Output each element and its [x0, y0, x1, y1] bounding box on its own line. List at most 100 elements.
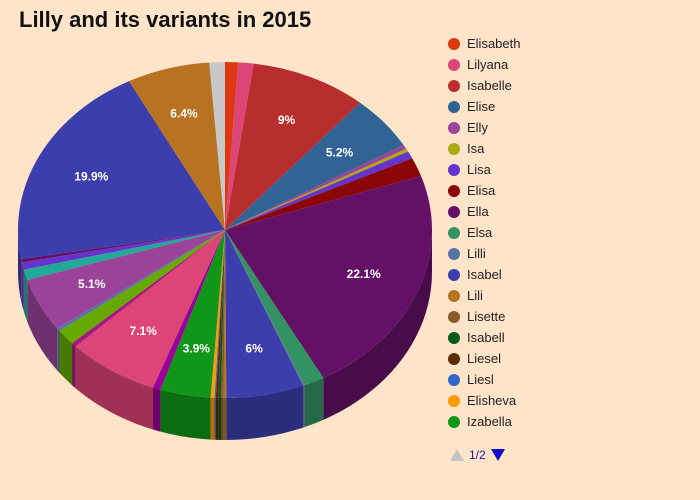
legend-swatch	[448, 142, 460, 155]
slice-other-19[interactable]	[152, 230, 225, 390]
legend-item-elise[interactable]: Elise	[448, 96, 688, 117]
slice-other-27[interactable]	[21, 230, 225, 263]
slice-label-other-28: 19.9%	[74, 170, 108, 184]
slice-lisa[interactable]	[225, 151, 413, 230]
legend-label: Liesel	[467, 351, 501, 366]
legend-item-elly[interactable]: Elly	[448, 117, 688, 138]
legend-label: Isabell	[467, 330, 505, 345]
legend-swatch	[448, 79, 460, 92]
slice-side-other-22	[59, 330, 73, 386]
slice-label-other-20: 7.1%	[130, 324, 158, 338]
legend-item-isabell[interactable]: Isabell	[448, 327, 688, 348]
slice-side-isabell	[218, 397, 222, 440]
legend-item-lilyana[interactable]: Lilyana	[448, 54, 688, 75]
slice-elisabeth[interactable]	[225, 62, 239, 230]
legend-swatch	[448, 58, 460, 71]
slice-label-elise: 5.2%	[326, 146, 354, 160]
slice-other-25[interactable]	[23, 230, 226, 280]
legend-pager: 1/2	[450, 448, 505, 462]
legend-swatch	[448, 205, 460, 218]
slice-other-26[interactable]	[21, 230, 226, 270]
slice-side-liesel	[215, 397, 219, 440]
legend-label: Lilli	[467, 246, 486, 261]
legend-item-elsa[interactable]: Elsa	[448, 222, 688, 243]
slice-other-24[interactable]	[27, 230, 226, 329]
pie-labels: 9% 5.2% 22.1% 6% 3.9% 7.1% 5.1% 19.9% 6.4%	[74, 107, 381, 356]
legend-item-elisheva[interactable]: Elisheva	[448, 390, 688, 411]
legend-item-lisette[interactable]: Lisette	[448, 306, 688, 327]
slice-label-other-29: 6.4%	[170, 107, 198, 121]
slice-lili[interactable]	[223, 230, 227, 399]
slice-other-21[interactable]	[72, 230, 225, 347]
slice-side-elisheva	[210, 397, 215, 440]
slice-label-other-24: 5.1%	[78, 277, 106, 291]
slice-other-30[interactable]	[209, 62, 225, 230]
legend-swatch	[448, 226, 460, 239]
legend-label: Liesl	[467, 372, 494, 387]
slice-elsa[interactable]	[225, 230, 324, 386]
slice-liesl[interactable]	[214, 230, 225, 398]
slice-elly[interactable]	[225, 145, 407, 230]
slice-isa[interactable]	[225, 148, 409, 230]
legend-swatch	[448, 415, 460, 428]
slice-elisheva[interactable]	[210, 230, 225, 398]
legend-swatch	[448, 37, 460, 50]
legend-item-izabella[interactable]: Izabella	[448, 411, 688, 432]
legend-item-lisa[interactable]: Lisa	[448, 159, 688, 180]
slice-side-lilli	[303, 385, 305, 428]
slice-isabel[interactable]	[225, 230, 304, 398]
legend-item-elisabeth[interactable]: Elisabeth	[448, 33, 688, 54]
legend-item-lilli[interactable]: Lilli	[448, 243, 688, 264]
legend-item-isa[interactable]: Isa	[448, 138, 688, 159]
legend-swatch	[448, 163, 460, 176]
slice-lisette[interactable]	[221, 230, 225, 398]
slice-lilyana[interactable]	[225, 62, 254, 231]
slice-side-elsa	[304, 377, 324, 428]
slice-side-liesl	[214, 397, 216, 440]
slice-other-23[interactable]	[57, 230, 226, 331]
slice-other-20[interactable]	[75, 230, 225, 388]
legend-label: Izabella	[467, 414, 512, 429]
legend-item-liesl[interactable]: Liesl	[448, 369, 688, 390]
slice-other-29[interactable]	[128, 62, 225, 230]
slice-label-ella: 22.1%	[347, 267, 381, 281]
legend-swatch	[448, 184, 460, 197]
slice-other-22[interactable]	[59, 230, 226, 344]
legend-item-liesel[interactable]: Liesel	[448, 348, 688, 369]
legend-item-lili[interactable]: Lili	[448, 285, 688, 306]
slice-side-lili	[223, 398, 227, 440]
slice-side-isabel	[226, 385, 304, 440]
legend-label: Isabelle	[467, 78, 512, 93]
legend-label: Lilyana	[467, 57, 509, 72]
slice-side-other-26	[21, 262, 24, 312]
triangle-down-icon[interactable]	[490, 449, 505, 461]
slice-label-isabel: 6%	[245, 342, 263, 356]
legend-label: Lisette	[467, 309, 506, 324]
legend-item-isabel[interactable]: Isabel	[448, 264, 688, 285]
legend-swatch	[448, 331, 460, 344]
slice-side-ella	[323, 230, 432, 420]
slice-isabell[interactable]	[218, 230, 225, 398]
slice-elise[interactable]	[225, 102, 404, 230]
legend-label: Lili	[467, 288, 483, 303]
slice-other-28[interactable]	[17, 81, 226, 260]
legend-swatch	[448, 268, 460, 281]
slice-isabelle[interactable]	[225, 63, 361, 230]
legend-label: Elisabeth	[467, 36, 521, 51]
slice-liesel[interactable]	[215, 230, 225, 398]
legend: Elisabeth Lilyana Isabelle Elise Elly Isa Lisa…	[448, 33, 688, 432]
slice-label-izabella: 3.9%	[183, 342, 211, 356]
triangle-up-icon[interactable]	[450, 449, 464, 461]
legend-label: Lisa	[467, 162, 491, 177]
pie-top	[17, 62, 432, 399]
legend-item-ella[interactable]: Ella	[448, 201, 688, 222]
slice-ella[interactable]	[225, 176, 432, 378]
slice-elisa[interactable]	[225, 158, 422, 230]
slice-izabella[interactable]	[160, 230, 225, 398]
legend-label: Elisheva	[467, 393, 517, 408]
legend-item-isabelle[interactable]: Isabelle	[448, 75, 688, 96]
slice-side-other-21	[72, 343, 76, 389]
legend-label: Elly	[467, 120, 488, 135]
slice-lilli[interactable]	[225, 230, 305, 386]
legend-item-elisa[interactable]: Elisa	[448, 180, 688, 201]
